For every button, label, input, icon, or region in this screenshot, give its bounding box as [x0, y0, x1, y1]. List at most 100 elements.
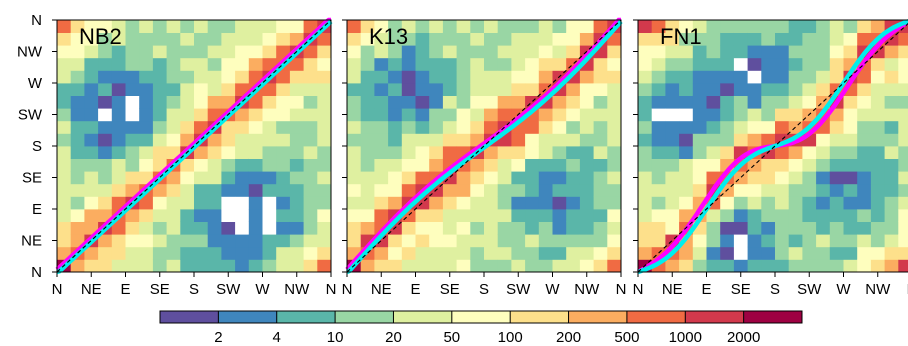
heatmap-cell: [747, 70, 762, 84]
heatmap-cell: [235, 234, 250, 248]
heatmap-cell: [276, 196, 291, 210]
heatmap-cell: [579, 209, 594, 222]
heatmap-cell: [303, 133, 318, 147]
colorbar: 2 4 10 20 50 100 200 500 1000 2000: [159, 310, 803, 346]
heatmap-cell: [706, 45, 721, 59]
heatmap-cell: [442, 146, 457, 159]
heatmap-cell: [429, 146, 444, 159]
heatmap-cell: [788, 158, 803, 172]
heatmap-cell: [484, 158, 499, 172]
heatmap-cell: [442, 108, 457, 122]
heatmap-cell: [898, 133, 908, 147]
y-tick-label: SE: [22, 170, 42, 187]
heatmap-cell: [125, 32, 140, 46]
heatmap-cell: [720, 259, 735, 273]
heatmap-cell: [638, 45, 653, 59]
heatmap-cell: [857, 234, 872, 248]
heatmap-cell: [57, 209, 72, 222]
panel-label: K13: [369, 24, 408, 49]
heatmap-cell: [679, 158, 694, 172]
heatmap-cell: [57, 221, 72, 235]
x-tick-label: N: [907, 281, 908, 298]
heatmap-cell: [442, 120, 457, 134]
heatmap-cell: [538, 70, 553, 84]
heatmap-cell: [898, 246, 908, 260]
heatmap-cell: [111, 196, 126, 210]
y-tick-label: NE: [21, 233, 42, 250]
heatmap-cell: [248, 133, 263, 147]
heatmap-cell: [720, 32, 735, 46]
heatmap-cell: [360, 259, 375, 273]
heatmap-cell: [207, 146, 222, 159]
heatmap-cell: [788, 146, 803, 159]
heatmap-cell: [388, 20, 403, 33]
heatmap-cell: [497, 83, 512, 96]
x-tick-label: SE: [150, 281, 170, 298]
heatmap-cell: [788, 221, 803, 235]
heatmap-cell: [429, 196, 444, 210]
heatmap-cell: [816, 209, 831, 222]
heatmap-cell: [665, 259, 680, 273]
heatmap-cell: [262, 108, 277, 122]
heatmap-cell: [289, 120, 304, 134]
heatmap-cell: [442, 183, 457, 197]
x-tick-label: E: [701, 281, 711, 298]
heatmap-cell: [180, 108, 195, 122]
x-tick-label: SE: [440, 281, 460, 298]
heatmap-cell: [221, 120, 236, 134]
heatmap-cell: [98, 246, 113, 260]
x-tick-label: N: [342, 281, 353, 298]
heatmap-cell: [733, 221, 748, 235]
heatmap-cell: [775, 196, 790, 210]
heatmap-cell: [802, 70, 817, 84]
heatmap-cell: [152, 20, 167, 33]
heatmap-cell: [401, 57, 416, 71]
heatmap-cell: [194, 209, 209, 222]
heatmap-cell: [388, 234, 403, 248]
heatmap-cell: [511, 45, 526, 59]
heatmap-cell: [692, 70, 707, 84]
heatmap-cell: [347, 32, 362, 46]
heatmap-cell: [692, 234, 707, 248]
heatmap-cell: [221, 45, 236, 59]
heatmap-cell: [98, 183, 113, 197]
heatmap-cell: [207, 83, 222, 96]
heatmap-cell: [152, 146, 167, 159]
heatmap-cell: [484, 183, 499, 197]
heatmap-cell: [720, 234, 735, 248]
heatmap-cell: [579, 158, 594, 172]
heatmap-cell: [593, 259, 608, 273]
heatmap-cell: [276, 108, 291, 122]
heatmap-cell: [276, 158, 291, 172]
heatmap-cell: [538, 32, 553, 46]
heatmap-cell: [747, 45, 762, 59]
heatmap-cell: [497, 259, 512, 273]
heatmap-cell: [139, 70, 154, 84]
heatmap-cell: [111, 57, 126, 71]
heatmap-cell: [692, 146, 707, 159]
heatmap-cell: [607, 158, 622, 172]
heatmap-cell: [638, 70, 653, 84]
heatmap-cell: [870, 246, 885, 260]
heatmap-cell: [276, 45, 291, 59]
heatmap-cell: [442, 45, 457, 59]
heatmap-cell: [276, 183, 291, 197]
heatmap-cell: [733, 120, 748, 134]
heatmap-cell: [816, 146, 831, 159]
heatmap-cell: [679, 108, 694, 122]
heatmap-cell: [538, 209, 553, 222]
heatmap-cell: [374, 259, 389, 273]
heatmap-cell: [497, 234, 512, 248]
heatmap-cell: [248, 120, 263, 134]
heatmap-cell: [152, 221, 167, 235]
heatmap-cell: [579, 196, 594, 210]
heatmap-cell: [733, 133, 748, 147]
heatmap-cell: [360, 171, 375, 185]
heatmap-cell: [679, 32, 694, 46]
heatmap-cell: [317, 133, 332, 147]
colorbar-segment: [335, 311, 394, 323]
heatmap-cell: [747, 209, 762, 222]
heatmap-cell: [456, 183, 471, 197]
heatmap-cell: [374, 95, 389, 109]
heatmap-cell: [98, 20, 113, 33]
